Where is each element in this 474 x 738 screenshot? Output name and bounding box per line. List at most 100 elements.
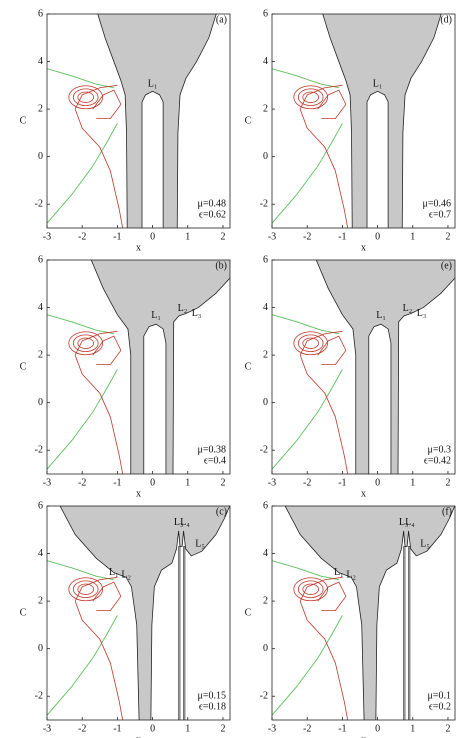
x-tick-label: -2 — [78, 231, 86, 242]
forbidden-region — [97, 14, 217, 228]
parameter-label: ϵ=0.4 — [204, 455, 226, 466]
x-tick-label: -2 — [303, 723, 311, 734]
x-tick-label: -3 — [268, 723, 276, 734]
green-curve — [272, 314, 339, 335]
x-tick-label: 2 — [220, 723, 225, 734]
red-loop — [68, 331, 104, 356]
lagrange-label: L₃ — [417, 308, 427, 319]
x-tick-label: -3 — [43, 723, 51, 734]
y-tick-label: 6 — [263, 254, 268, 265]
y-tick-label: 4 — [263, 548, 268, 559]
y-tick-label: 6 — [38, 500, 43, 511]
panel-label: (f) — [442, 506, 452, 517]
y-axis-label: C — [245, 607, 252, 618]
lagrange-label: L₃ — [399, 517, 409, 528]
red-curve — [74, 84, 124, 228]
x-tick-label: -2 — [303, 477, 311, 488]
y-axis-label: C — [20, 115, 27, 126]
thin-wall — [408, 546, 411, 720]
x-tick-label: -1 — [113, 477, 121, 488]
lagrange-label: L₂ — [178, 303, 188, 314]
parameter-label: μ=0.38 — [197, 444, 226, 455]
lagrange-label: L₄ — [405, 517, 415, 528]
green-curve — [272, 560, 339, 581]
y-tick-label: -2 — [35, 199, 43, 210]
red-loop — [297, 580, 324, 598]
y-tick-label: 0 — [263, 151, 268, 162]
x-axis-label: x — [136, 734, 141, 738]
y-tick-label: -2 — [35, 445, 43, 456]
y-tick-label: 4 — [38, 548, 43, 559]
x-tick-label: 2 — [220, 477, 225, 488]
plot-area — [47, 260, 230, 474]
y-tick-label: 0 — [38, 151, 43, 162]
x-axis-label: x — [136, 488, 141, 499]
red-curve — [92, 581, 122, 612]
green-curve — [47, 68, 114, 89]
y-tick-label: 4 — [38, 302, 43, 313]
panel-label: (d) — [440, 14, 452, 25]
y-axis-label: C — [245, 115, 252, 126]
red-loop — [72, 580, 99, 598]
lagrange-label: L₄ — [180, 517, 190, 528]
red-loop — [302, 583, 319, 595]
lagrange-label: L₅ — [420, 538, 430, 549]
red-loop — [77, 337, 94, 349]
lagrange-label: L₁ — [376, 310, 386, 321]
lagrange-label: L₂ — [121, 569, 131, 580]
red-loop — [77, 583, 94, 595]
x-tick-label: 2 — [445, 477, 450, 488]
lagrange-label: L₁ — [334, 567, 344, 578]
lagrange-label: L₂ — [346, 569, 356, 580]
y-tick-label: 6 — [263, 8, 268, 19]
x-axis-label: x — [361, 242, 366, 253]
x-tick-label: 1 — [410, 231, 415, 242]
y-tick-label: 0 — [263, 397, 268, 408]
red-loop — [297, 334, 324, 352]
red-curve — [92, 89, 122, 120]
y-tick-label: 6 — [38, 254, 43, 265]
red-curve — [299, 330, 349, 474]
y-tick-label: 0 — [38, 397, 43, 408]
lagrange-label: L₁ — [151, 310, 161, 321]
parameter-label: ϵ=0.2 — [429, 701, 451, 712]
y-tick-label: 0 — [38, 643, 43, 654]
green-curve — [272, 615, 343, 716]
x-tick-label: -3 — [268, 477, 276, 488]
y-tick-label: 4 — [263, 56, 268, 67]
frame — [271, 505, 456, 721]
green-curve — [272, 68, 339, 89]
green-curve — [47, 369, 118, 470]
x-tick-label: -2 — [303, 231, 311, 242]
forbidden-region — [315, 260, 455, 474]
y-axis-label: C — [20, 607, 27, 618]
x-axis-label: x — [136, 242, 141, 253]
x-tick-label: -1 — [338, 723, 346, 734]
forbidden-region — [90, 260, 230, 474]
red-curve — [92, 335, 122, 366]
red-loop — [72, 334, 99, 352]
plot-area — [272, 506, 455, 720]
plot-area — [47, 14, 217, 228]
x-tick-label: -3 — [43, 231, 51, 242]
red-loop — [68, 85, 104, 110]
parameter-label: ϵ=0.62 — [199, 209, 226, 220]
lagrange-label: L₁ — [373, 78, 383, 89]
y-tick-label: 6 — [263, 500, 268, 511]
y-tick-label: 2 — [38, 103, 43, 114]
x-tick-label: -2 — [78, 477, 86, 488]
red-curve — [74, 330, 124, 474]
parameter-label: μ=0.15 — [197, 690, 226, 701]
y-tick-label: 2 — [38, 595, 43, 606]
x-tick-label: 0 — [375, 477, 380, 488]
y-tick-label: 0 — [263, 643, 268, 654]
plot-area — [47, 506, 230, 720]
thin-wall — [183, 546, 186, 720]
red-loop — [297, 88, 324, 106]
red-curve — [74, 576, 124, 720]
y-tick-label: 2 — [263, 349, 268, 360]
parameter-label: ϵ=0.7 — [429, 209, 451, 220]
red-curve — [317, 581, 347, 612]
x-tick-label: -1 — [338, 477, 346, 488]
frame — [46, 259, 231, 475]
